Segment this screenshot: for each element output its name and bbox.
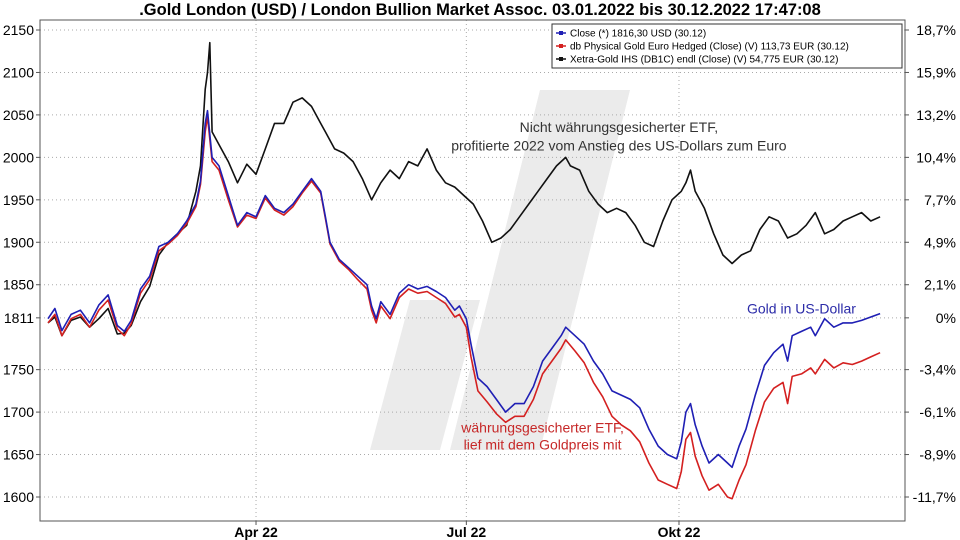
legend-label: db Physical Gold Euro Hedged (Close) (V)… — [570, 42, 849, 53]
y-tick-label-left: 1811 — [4, 310, 34, 326]
series-line-3 — [47, 41, 881, 337]
annotation-text: lief mit dem Goldpreis mit — [464, 436, 622, 452]
y-tick-label-right: 7,7% — [924, 192, 956, 208]
y-tick-label-left: 2000 — [3, 149, 34, 165]
y-tick-label-right: -8,9% — [919, 447, 956, 463]
legend-marker — [559, 31, 563, 35]
y-tick-label-right: 0% — [936, 310, 956, 326]
y-tick-label-right: 4,9% — [924, 234, 956, 250]
y-tick-label-left: 1600 — [3, 489, 34, 505]
y-tick-label-right: 15,9% — [916, 64, 956, 80]
x-tick-label: Okt 22 — [658, 524, 701, 540]
legend-box — [551, 23, 903, 69]
y-tick-label-left: 1900 — [3, 234, 34, 250]
legend-marker — [559, 57, 563, 61]
annotation-text: währungsgesicherter ETF, — [460, 419, 624, 435]
y-tick-label-right: 2,1% — [924, 277, 956, 293]
y-tick-label-right: 18,7% — [916, 22, 956, 38]
y-tick-label-right: -11,7% — [913, 489, 956, 505]
series-line-1 — [47, 109, 881, 469]
legend-label: Xetra-Gold IHS (DB1C) endl (Close) (V) 5… — [570, 55, 838, 66]
y-tick-label-left: 2150 — [3, 22, 34, 38]
y-tick-label-right: 10,4% — [916, 149, 956, 165]
y-tick-label-right: -6,1% — [919, 404, 956, 420]
y-tick-label-left: 1650 — [3, 447, 34, 463]
y-tick-label-right: 13,2% — [916, 107, 956, 123]
y-tick-label-left: 1950 — [3, 192, 34, 208]
y-tick-label-left: 1750 — [3, 362, 34, 378]
legend-marker — [559, 44, 563, 48]
x-tick-label: Jul 22 — [446, 524, 486, 540]
annotation-text: Gold in US-Dollar — [747, 301, 856, 317]
chart-title: .Gold London (USD) / London Bullion Mark… — [139, 1, 821, 19]
annotation-text: Nicht währungsgesicherter ETF, — [520, 119, 718, 135]
y-tick-label-left: 1700 — [3, 404, 34, 420]
x-tick-label: Apr 22 — [234, 524, 278, 540]
y-tick-label-left: 1850 — [3, 277, 34, 293]
y-tick-label-right: -3,4% — [919, 362, 956, 378]
watermark-logo — [370, 90, 630, 450]
y-tick-label-left: 2050 — [3, 107, 34, 123]
legend-label: Close (*) 1816,30 USD (30.12) — [570, 29, 706, 40]
y-tick-label-left: 2100 — [3, 64, 34, 80]
annotation-text: profitierte 2022 vom Anstieg des US-Doll… — [451, 138, 787, 154]
plot-frame — [39, 19, 906, 522]
